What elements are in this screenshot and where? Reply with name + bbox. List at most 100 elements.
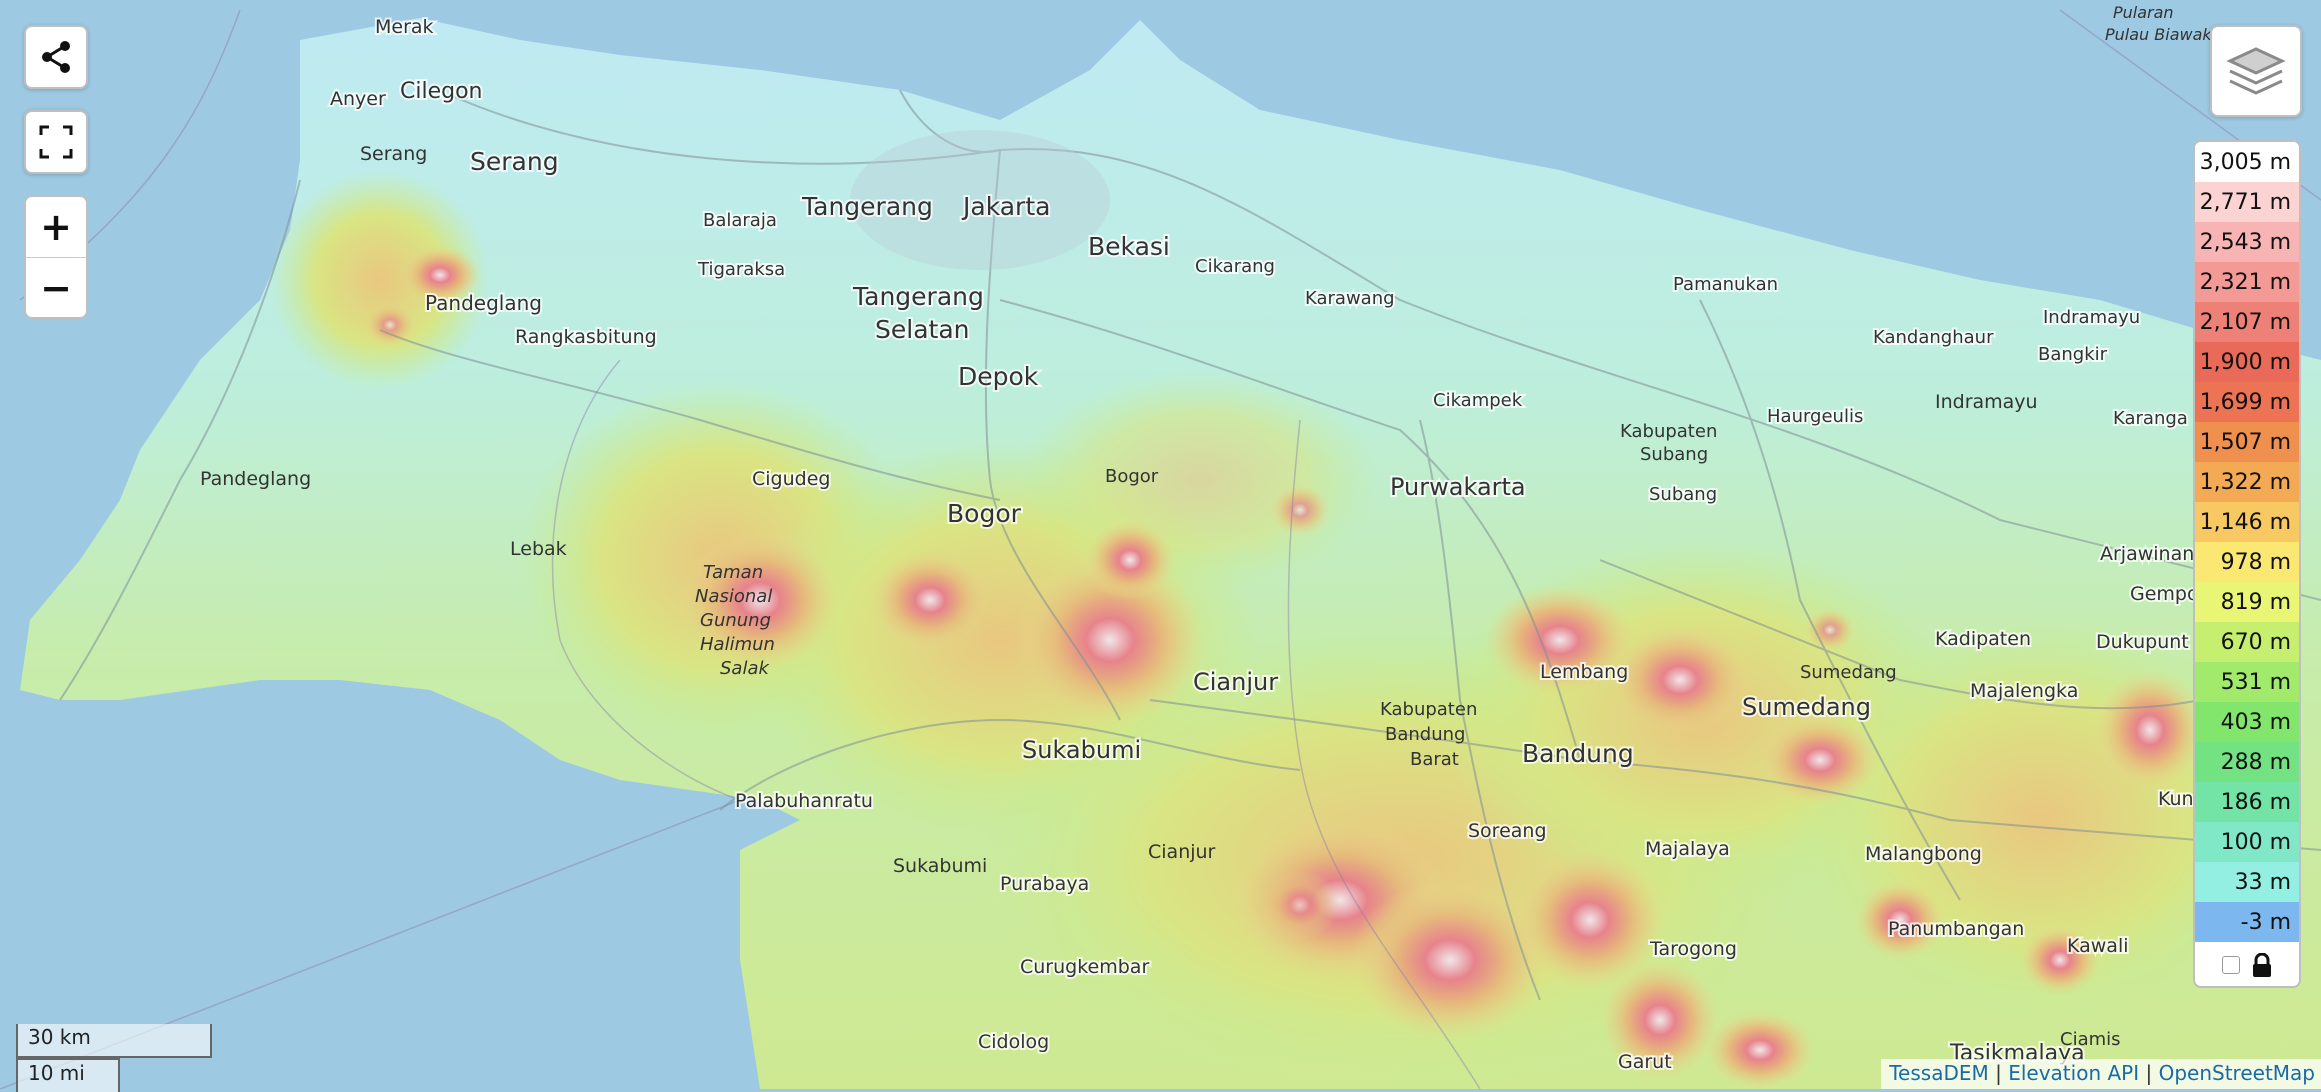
peak xyxy=(1015,555,1205,725)
place-label: Bandung xyxy=(1385,724,1465,745)
place-label: Sumedang xyxy=(1742,693,1871,721)
place-label: Bogor xyxy=(947,499,1022,528)
place-label: Pulau Biawak xyxy=(2105,25,2212,44)
share-button[interactable] xyxy=(24,25,88,89)
attribution-link-openstreetmap[interactable]: OpenStreetMap xyxy=(2158,1061,2315,1085)
place-label: Panumbangan xyxy=(1888,918,2024,940)
scale-metric-label: 30 km xyxy=(28,1025,91,1049)
place-label: Kawali xyxy=(2067,935,2129,957)
place-label: Curugkembar xyxy=(1020,956,1149,978)
peak xyxy=(1760,715,1880,805)
place-label: Tigaraksa xyxy=(697,259,785,280)
lock-icon[interactable] xyxy=(2252,953,2272,977)
legend-label: 403 m xyxy=(2220,709,2291,735)
place-label: Balaraja xyxy=(703,210,777,231)
legend-row: 33 m xyxy=(2195,862,2299,902)
fullscreen-button[interactable] xyxy=(24,110,88,174)
place-label: Tangerang xyxy=(852,282,984,311)
attribution-link-tessadem[interactable]: TessaDEM xyxy=(1889,1061,1989,1085)
place-label: Nasional xyxy=(695,586,772,607)
legend-row: 1,322 m xyxy=(2195,462,2299,502)
place-label: Dukupunt xyxy=(2096,631,2189,653)
place-label: Majalaya xyxy=(1645,838,1730,860)
place-label: Salak xyxy=(720,658,770,679)
peak xyxy=(400,245,480,305)
place-label: Malangbong xyxy=(1865,843,1982,865)
legend-row: 186 m xyxy=(2195,782,2299,822)
place-label: Sukabumi xyxy=(1022,736,1141,764)
legend-label: 978 m xyxy=(2220,549,2291,575)
road-network xyxy=(59,89,2321,1001)
place-label: Sukabumi xyxy=(893,855,987,877)
legend-label: 2,543 m xyxy=(2199,229,2291,255)
place-label: Tangerang xyxy=(801,192,933,221)
layers-button[interactable] xyxy=(2210,25,2302,117)
peak xyxy=(1855,880,1945,960)
place-label: Majalengka xyxy=(1970,680,2078,702)
legend-row: -3 m xyxy=(2195,902,2299,942)
legend-label: 2,771 m xyxy=(2199,189,2291,215)
legend-row: 2,543 m xyxy=(2195,222,2299,262)
zoom-out-button[interactable]: − xyxy=(26,257,86,317)
legend-label: 819 m xyxy=(2220,589,2291,615)
place-label: Rangkasbitung xyxy=(515,326,657,348)
place-label: Pularan xyxy=(2113,3,2174,22)
legend-footer xyxy=(2195,942,2299,986)
legend-label: 1,507 m xyxy=(2199,429,2291,455)
hill xyxy=(270,170,490,390)
hill xyxy=(1020,370,1380,590)
legend-label: 1,900 m xyxy=(2199,349,2291,375)
place-label: Halimun xyxy=(700,634,775,655)
legend-row: 3,005 m xyxy=(2195,142,2299,182)
legend-row: 1,699 m xyxy=(2195,382,2299,422)
place-label: Bogor xyxy=(1105,466,1159,487)
scale-bar-imperial: 10 mi xyxy=(16,1058,120,1092)
place-label: Cidolog xyxy=(978,1031,1049,1053)
place-label: Cigudeg xyxy=(752,468,830,490)
attribution-link-elevation-api[interactable]: Elevation API xyxy=(2008,1061,2140,1085)
peak xyxy=(870,550,990,650)
place-label: Kadipaten xyxy=(1935,628,2031,650)
legend-row: 1,146 m xyxy=(2195,502,2299,542)
place-label: Cianjur xyxy=(1148,841,1216,863)
scale-bar-metric: 30 km xyxy=(16,1024,212,1058)
peak xyxy=(1515,850,1665,990)
legend-label: 1,322 m xyxy=(2199,469,2291,495)
legend-row: 100 m xyxy=(2195,822,2299,862)
zoom-out-icon: − xyxy=(40,266,72,310)
legend-row: 819 m xyxy=(2195,582,2299,622)
place-label: Purwakarta xyxy=(1390,473,1526,501)
elevation-legend: 3,005 m 2,771 m 2,543 m 2,321 m 2,107 m 1,900… xyxy=(2193,140,2301,988)
place-label: Garut xyxy=(1618,1051,1672,1073)
jakarta-urban xyxy=(850,130,1110,270)
place-label: Merak xyxy=(375,16,434,38)
legend-row: 1,507 m xyxy=(2195,422,2299,462)
peak xyxy=(1610,625,1750,735)
peak xyxy=(364,303,416,347)
place-label: Kandanghaur xyxy=(1873,327,1994,348)
peak xyxy=(680,530,840,670)
place-label: Cikarang xyxy=(1195,256,1275,277)
place-label: Gempo xyxy=(2130,583,2199,605)
place-label: Taman xyxy=(703,562,763,583)
attribution-separator: | xyxy=(2145,1061,2159,1085)
place-label: Bangkir xyxy=(2038,344,2108,365)
peak xyxy=(1270,484,1330,536)
legend-lock-checkbox[interactable] xyxy=(2222,956,2240,974)
place-label: Indramayu xyxy=(1935,391,2038,413)
legend-row: 2,107 m xyxy=(2195,302,2299,342)
place-labels: Merak Cilegon Anyer Serang Serang Pandeg… xyxy=(200,3,2212,1075)
peak xyxy=(1600,960,1720,1080)
legend-label: 33 m xyxy=(2234,869,2291,895)
place-label: Lembang xyxy=(1540,661,1628,683)
zoom-in-button[interactable]: + xyxy=(26,197,86,257)
legend-label: 531 m xyxy=(2220,669,2291,695)
place-label: Bandung xyxy=(1522,739,1634,768)
peak xyxy=(1085,520,1175,600)
legend-row: 1,900 m xyxy=(2195,342,2299,382)
place-label: Kabupaten xyxy=(1380,699,1477,720)
layers-icon xyxy=(2226,47,2286,95)
share-icon xyxy=(42,41,70,73)
legend-row: 670 m xyxy=(2195,622,2299,662)
